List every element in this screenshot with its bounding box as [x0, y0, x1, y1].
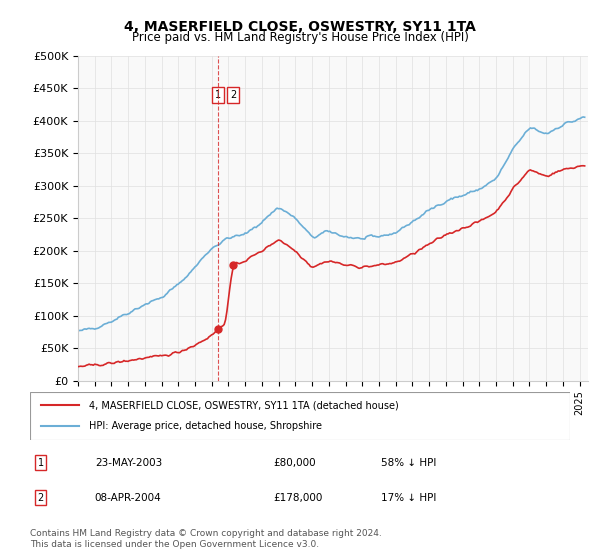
Text: 1: 1: [215, 90, 221, 100]
FancyBboxPatch shape: [30, 392, 570, 440]
Text: Contains HM Land Registry data © Crown copyright and database right 2024.
This d: Contains HM Land Registry data © Crown c…: [30, 529, 382, 549]
Text: HPI: Average price, detached house, Shropshire: HPI: Average price, detached house, Shro…: [89, 421, 322, 431]
Text: £80,000: £80,000: [273, 458, 316, 468]
Text: 4, MASERFIELD CLOSE, OSWESTRY, SY11 1TA: 4, MASERFIELD CLOSE, OSWESTRY, SY11 1TA: [124, 20, 476, 34]
Text: 08-APR-2004: 08-APR-2004: [95, 493, 161, 503]
Text: 2: 2: [38, 493, 44, 503]
Text: 58% ↓ HPI: 58% ↓ HPI: [381, 458, 436, 468]
Text: £178,000: £178,000: [273, 493, 322, 503]
Text: 4, MASERFIELD CLOSE, OSWESTRY, SY11 1TA (detached house): 4, MASERFIELD CLOSE, OSWESTRY, SY11 1TA …: [89, 400, 399, 410]
Text: Price paid vs. HM Land Registry's House Price Index (HPI): Price paid vs. HM Land Registry's House …: [131, 31, 469, 44]
Text: 23-MAY-2003: 23-MAY-2003: [95, 458, 162, 468]
Text: 1: 1: [38, 458, 44, 468]
Text: 2: 2: [230, 90, 236, 100]
Text: 17% ↓ HPI: 17% ↓ HPI: [381, 493, 436, 503]
